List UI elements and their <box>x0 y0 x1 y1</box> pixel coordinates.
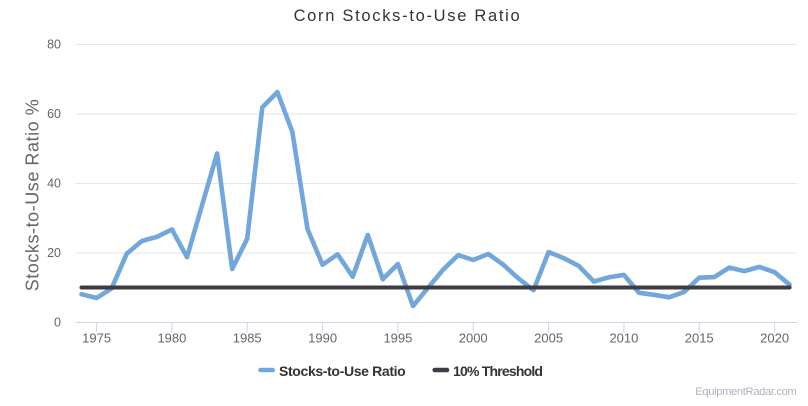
svg-text:40: 40 <box>47 177 61 191</box>
svg-text:80: 80 <box>47 38 61 52</box>
svg-text:2020: 2020 <box>760 330 789 345</box>
svg-text:1995: 1995 <box>383 330 412 345</box>
svg-text:0: 0 <box>54 316 61 330</box>
svg-text:Corn Stocks-to-Use Ratio: Corn Stocks-to-Use Ratio <box>294 7 522 25</box>
svg-text:Stocks-to-Use Ratio %: Stocks-to-Use Ratio % <box>23 99 43 292</box>
svg-text:10% Threshold: 10% Threshold <box>453 363 542 379</box>
svg-text:EquipmentRadar.com: EquipmentRadar.com <box>695 386 796 398</box>
svg-text:1985: 1985 <box>233 330 262 345</box>
svg-text:2000: 2000 <box>459 330 488 345</box>
svg-text:1990: 1990 <box>308 330 337 345</box>
svg-text:2005: 2005 <box>534 330 563 345</box>
svg-text:60: 60 <box>47 107 61 121</box>
svg-text:Stocks-to-Use Ratio: Stocks-to-Use Ratio <box>279 363 405 379</box>
svg-text:2010: 2010 <box>609 330 638 345</box>
svg-text:20: 20 <box>47 246 61 260</box>
svg-text:2015: 2015 <box>685 330 714 345</box>
svg-text:1975: 1975 <box>82 330 111 345</box>
svg-text:1980: 1980 <box>157 330 186 345</box>
